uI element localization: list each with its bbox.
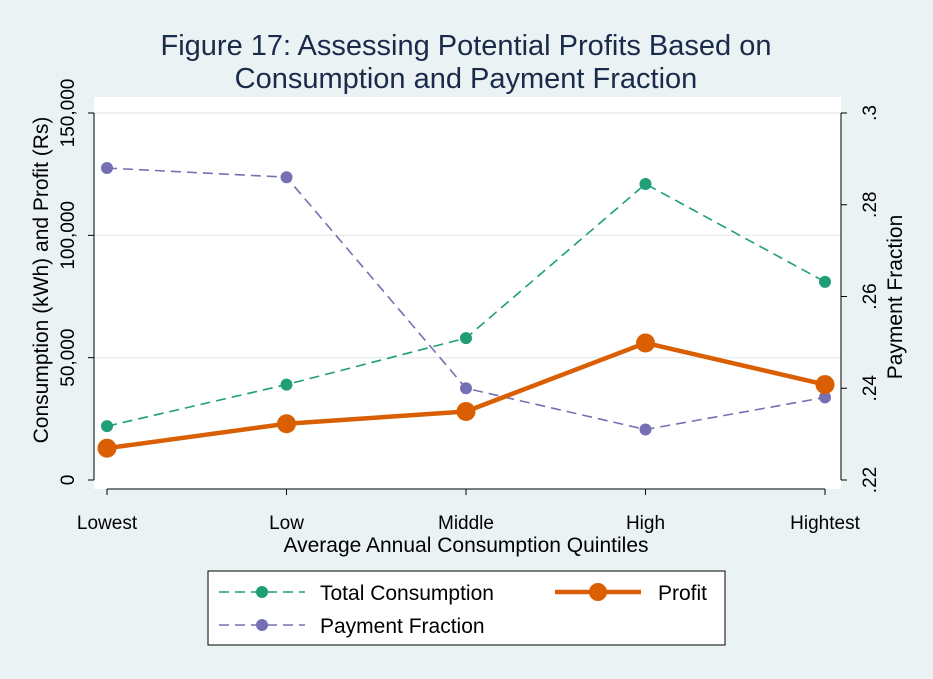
legend-label-total-consumption: Total Consumption xyxy=(320,582,494,605)
legend-label-profit: Profit xyxy=(658,582,707,605)
x-tick-label: High xyxy=(626,513,665,534)
plot-area xyxy=(94,97,841,489)
legend: Total Consumption Profit Payment Fractio… xyxy=(207,570,726,646)
data-point-payment-fraction xyxy=(280,171,293,184)
data-point-payment-fraction xyxy=(819,391,831,404)
data-point-profit xyxy=(97,438,117,458)
x-tick-label: Low xyxy=(269,513,304,534)
legend-label-payment-fraction: Payment Fraction xyxy=(320,615,485,638)
x-tick-label: Hightest xyxy=(790,513,860,534)
y2-axis-title: Payment Fraction xyxy=(884,215,907,380)
data-point-payment-fraction xyxy=(639,423,652,436)
series-layer xyxy=(97,162,835,458)
data-point-total-consumption xyxy=(819,275,831,288)
data-point-profit xyxy=(815,375,835,395)
y-tick-label: 50,000 xyxy=(58,329,79,387)
data-point-total-consumption xyxy=(101,420,113,433)
data-point-payment-fraction xyxy=(460,382,472,395)
legend-key-total-consumption-marker xyxy=(256,586,268,598)
y-axis-title: Consumption (kWh) and Profit (Rs) xyxy=(30,117,53,444)
x-axis-title: Average Annual Consumption Quintiles xyxy=(283,534,648,557)
data-point-profit xyxy=(456,401,476,421)
data-point-total-consumption xyxy=(639,177,652,190)
data-point-profit xyxy=(636,333,655,353)
x-tick-label: Lowest xyxy=(77,513,138,534)
y2-tick-label: .26 xyxy=(860,283,881,309)
legend-key-payment-fraction-marker xyxy=(256,619,268,631)
y2-tick-label: .24 xyxy=(860,375,881,402)
x-tick-label: Middle xyxy=(438,513,494,534)
y-tick-label: 0 xyxy=(58,475,79,486)
y-axis-ticks: 0 50,000 100,000 150,000 xyxy=(58,79,94,486)
data-point-profit xyxy=(277,414,296,434)
legend-key-profit-marker xyxy=(589,583,607,601)
y-tick-label: 150,000 xyxy=(58,79,79,148)
chart-title-line-2: Consumption and Payment Fraction xyxy=(235,63,698,95)
y2-tick-label: .22 xyxy=(860,467,881,493)
y2-tick-label: .28 xyxy=(860,192,881,218)
chart-title-line-1: Figure 17: Assessing Potential Profits B… xyxy=(161,30,772,62)
data-point-total-consumption xyxy=(280,378,293,391)
y2-axis-ticks: .22 .24 .26 .28 .3 xyxy=(841,105,881,493)
data-point-payment-fraction xyxy=(101,162,113,175)
y2-tick-label: .3 xyxy=(860,105,881,121)
data-point-total-consumption xyxy=(460,332,472,345)
y-tick-label: 100,000 xyxy=(58,201,79,270)
legend-box xyxy=(207,570,726,646)
x-axis-ticks: Lowest Low Middle High Hightest xyxy=(77,489,861,534)
